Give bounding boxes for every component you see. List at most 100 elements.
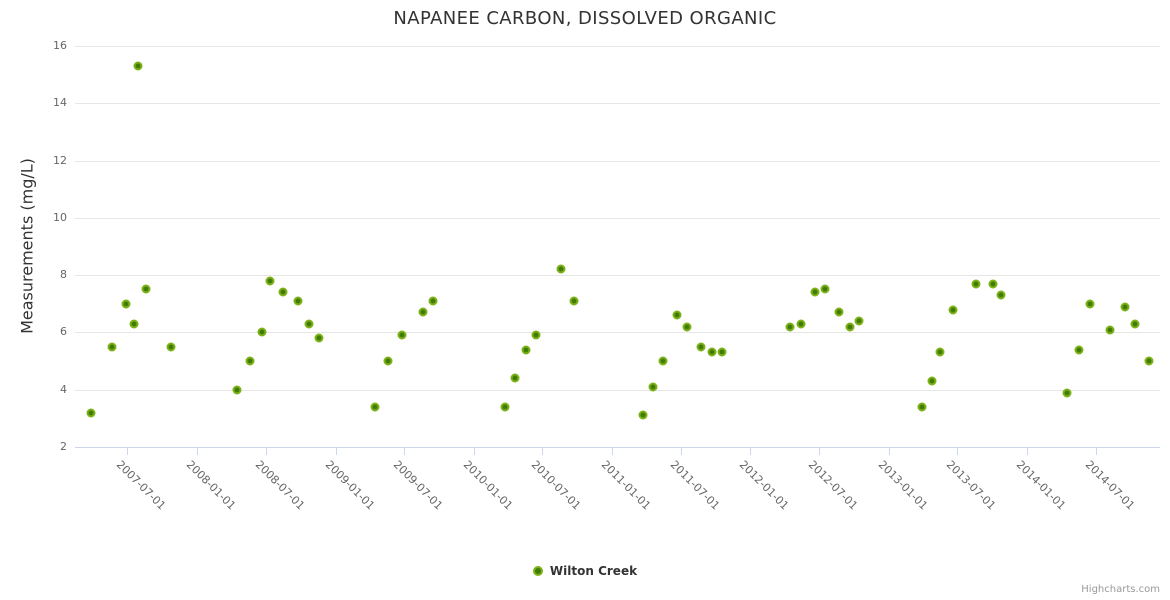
data-point[interactable] bbox=[658, 356, 668, 366]
data-point[interactable] bbox=[1105, 325, 1115, 335]
data-point[interactable] bbox=[232, 385, 242, 395]
data-point[interactable] bbox=[107, 342, 117, 352]
x-axis-tick-mark bbox=[265, 447, 267, 455]
x-axis-label: 2013-01-01 bbox=[875, 458, 931, 513]
data-point[interactable] bbox=[1074, 345, 1084, 355]
data-point[interactable] bbox=[133, 61, 143, 71]
x-axis-tick-mark bbox=[1027, 447, 1029, 455]
y-gridline bbox=[75, 103, 1160, 105]
data-point[interactable] bbox=[927, 376, 937, 386]
data-point[interactable] bbox=[717, 347, 727, 357]
y-gridline bbox=[75, 332, 1160, 334]
x-axis-label: 2013-07-01 bbox=[944, 458, 999, 513]
data-point[interactable] bbox=[935, 347, 945, 357]
data-point[interactable] bbox=[370, 402, 380, 412]
x-axis-label: 2010-01-01 bbox=[460, 458, 515, 513]
y-axis-label: 4 bbox=[60, 382, 67, 396]
data-point[interactable] bbox=[510, 373, 520, 383]
data-point[interactable] bbox=[796, 319, 806, 329]
x-axis-tick-mark bbox=[888, 447, 890, 455]
data-point[interactable] bbox=[257, 327, 267, 337]
data-point[interactable] bbox=[556, 264, 565, 274]
data-point[interactable] bbox=[265, 276, 275, 286]
x-axis-label: 2014-01-01 bbox=[1013, 458, 1069, 513]
x-axis-label: 2012-07-01 bbox=[805, 458, 861, 513]
data-point[interactable] bbox=[304, 319, 314, 329]
x-axis-label: 2011-01-01 bbox=[598, 458, 654, 513]
data-point[interactable] bbox=[648, 382, 658, 392]
data-point[interactable] bbox=[785, 322, 795, 332]
x-axis-tick-mark bbox=[957, 447, 959, 455]
data-point[interactable] bbox=[682, 322, 692, 332]
data-point[interactable] bbox=[531, 330, 541, 340]
data-point[interactable] bbox=[569, 296, 579, 306]
data-point[interactable] bbox=[696, 342, 706, 352]
data-point[interactable] bbox=[121, 299, 131, 309]
x-axis-tick-mark bbox=[196, 447, 198, 455]
x-axis-tick-mark bbox=[127, 447, 129, 455]
y-gridline bbox=[75, 46, 1160, 47]
data-point[interactable] bbox=[314, 333, 324, 343]
y-axis-label: 10 bbox=[53, 210, 67, 224]
data-point[interactable] bbox=[854, 316, 864, 326]
x-axis-label: 2008-01-01 bbox=[183, 458, 239, 513]
y-gridline bbox=[75, 217, 1160, 219]
x-axis-label: 2014-07-01 bbox=[1082, 458, 1137, 513]
data-point[interactable] bbox=[397, 330, 407, 340]
data-point[interactable] bbox=[1085, 299, 1095, 309]
highcharts-credits-link[interactable]: Highcharts.com bbox=[1081, 584, 1160, 595]
data-point[interactable] bbox=[971, 279, 981, 289]
data-point[interactable] bbox=[988, 279, 998, 289]
data-point[interactable] bbox=[917, 402, 927, 412]
x-axis-label: 2008-07-01 bbox=[252, 458, 308, 513]
data-point[interactable] bbox=[1144, 356, 1154, 366]
y-axis-label: 8 bbox=[60, 268, 67, 282]
x-axis-tick-mark bbox=[404, 447, 406, 455]
y-gridline bbox=[75, 275, 1160, 277]
data-point[interactable] bbox=[638, 410, 648, 420]
x-axis-tick-mark bbox=[750, 447, 752, 455]
data-point[interactable] bbox=[810, 287, 820, 297]
data-point[interactable] bbox=[86, 408, 96, 418]
data-point[interactable] bbox=[672, 310, 682, 320]
x-axis-tick-mark bbox=[1095, 447, 1097, 455]
data-point[interactable] bbox=[1062, 388, 1072, 398]
x-axis-tick-mark bbox=[542, 447, 544, 455]
data-point[interactable] bbox=[521, 345, 531, 355]
y-gridline bbox=[75, 389, 1160, 391]
x-axis-tick-mark bbox=[819, 447, 821, 455]
data-point[interactable] bbox=[948, 305, 958, 314]
legend-series-label: Wilton Creek bbox=[549, 564, 638, 578]
x-axis-tick-mark bbox=[612, 447, 613, 455]
data-point[interactable] bbox=[383, 356, 393, 366]
x-axis-label: 2012-01-01 bbox=[737, 458, 792, 513]
y-axis-label: 12 bbox=[53, 153, 67, 167]
data-point[interactable] bbox=[1130, 319, 1140, 329]
data-point[interactable] bbox=[293, 296, 303, 306]
x-axis-line bbox=[75, 447, 1160, 448]
x-axis-label: 2009-01-01 bbox=[322, 458, 377, 513]
data-point[interactable] bbox=[141, 284, 151, 294]
x-axis-label: 2010-07-01 bbox=[529, 458, 584, 513]
legend: Wilton Creek bbox=[0, 562, 1170, 580]
data-point[interactable] bbox=[428, 296, 438, 306]
data-point[interactable] bbox=[500, 402, 510, 412]
legend-item-wilton-creek[interactable]: Wilton Creek bbox=[532, 564, 638, 578]
data-point[interactable] bbox=[834, 307, 844, 317]
x-axis-tick-mark bbox=[680, 447, 682, 455]
data-point[interactable] bbox=[996, 290, 1006, 300]
x-axis-label: 2009-07-01 bbox=[390, 458, 446, 513]
y-axis-label: 6 bbox=[60, 325, 67, 339]
data-point[interactable] bbox=[278, 287, 288, 297]
chart-title: NAPANEE CARBON, DISSOLVED ORGANIC bbox=[393, 8, 777, 29]
legend-marker-icon bbox=[532, 566, 543, 576]
data-point[interactable] bbox=[245, 356, 255, 366]
data-point[interactable] bbox=[166, 342, 176, 352]
data-point[interactable] bbox=[707, 347, 717, 357]
data-point[interactable] bbox=[418, 307, 428, 317]
data-point[interactable] bbox=[845, 322, 855, 332]
data-point[interactable] bbox=[820, 284, 830, 294]
data-point[interactable] bbox=[129, 319, 139, 329]
data-point[interactable] bbox=[1120, 302, 1130, 312]
